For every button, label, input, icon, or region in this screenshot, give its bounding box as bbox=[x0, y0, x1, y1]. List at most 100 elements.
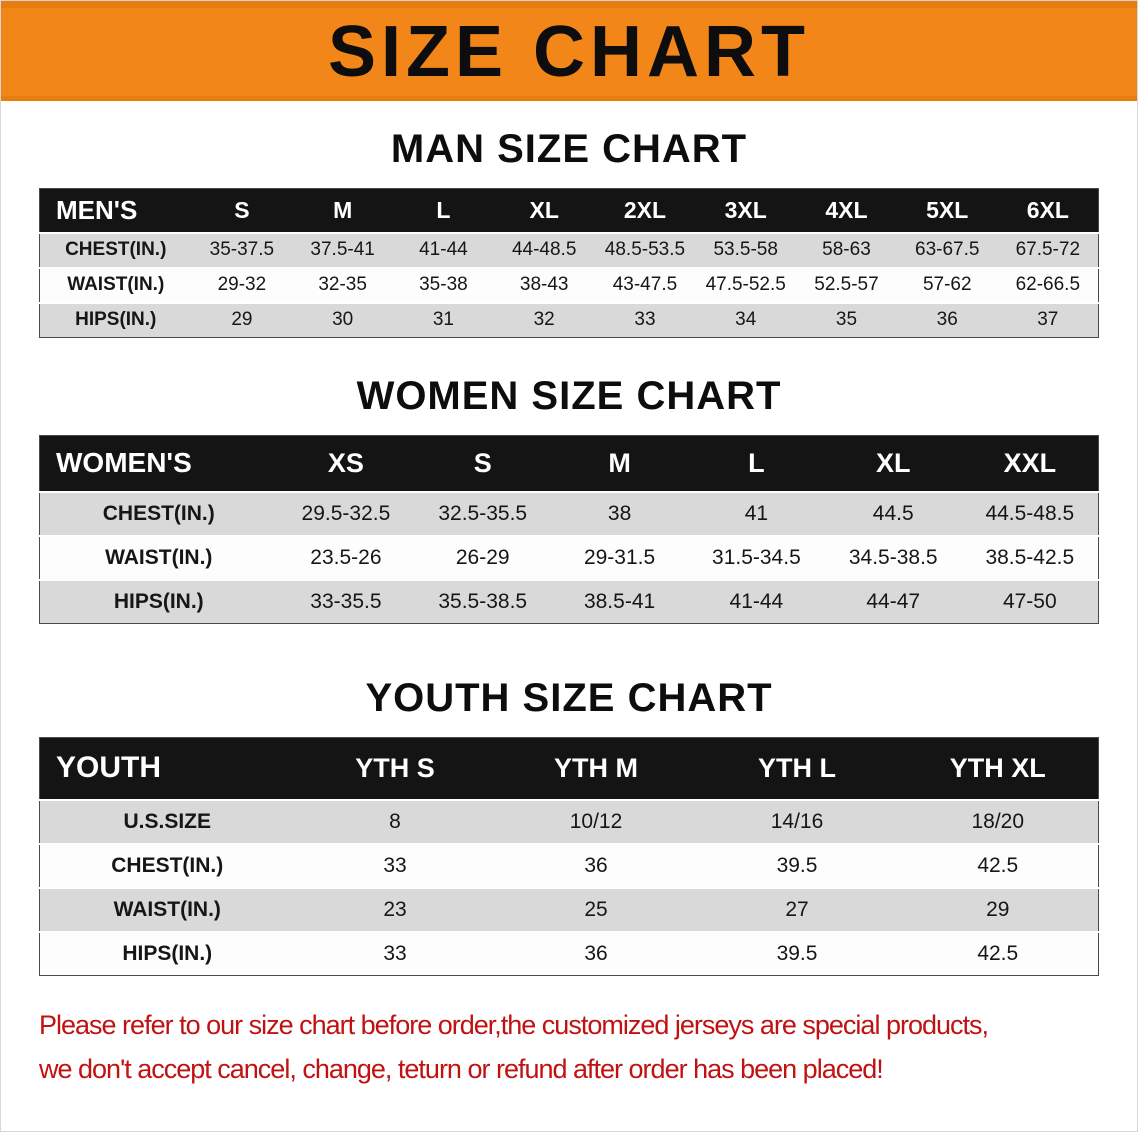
size-value-cell: 33 bbox=[383, 853, 407, 877]
size-value-cell: 32.5-35.5 bbox=[438, 501, 528, 525]
size-value-cell: 41-44 bbox=[729, 589, 784, 613]
measurement-row-label: HIPS(IN.) bbox=[113, 589, 204, 613]
size-column-header: YTH M bbox=[495, 737, 697, 800]
size-value-cell: 33 bbox=[383, 941, 407, 965]
size-value-cell: 29 bbox=[231, 309, 253, 331]
size-value-cell: 35-38 bbox=[419, 274, 468, 295]
size-value-cell: 44.5-48.5 bbox=[985, 501, 1075, 525]
size-value-cell: 29-31.5 bbox=[583, 545, 656, 569]
womens-size-section: WOMEN SIZE CHART WOMEN'S XS S M L XL XXL CHEST(… bbox=[1, 374, 1137, 624]
womens-size-table: WOMEN'S XS S M L XL XXL CHEST(IN.) 29.5-32.5 32.5… bbox=[39, 435, 1099, 624]
size-value-cell: 57-62 bbox=[922, 274, 972, 295]
disclaimer-line-2: we don't accept cancel, change, teturn o… bbox=[39, 1053, 884, 1084]
size-value-cell: 38.5-42.5 bbox=[985, 545, 1075, 569]
measurement-row-label: WAIST(IN.) bbox=[67, 274, 165, 295]
size-column-header: YTH XL bbox=[897, 737, 1099, 800]
disclaimer: Please refer to our size chart before or… bbox=[39, 1004, 1137, 1091]
measurement-row-label: WAIST(IN.) bbox=[105, 545, 213, 569]
measurement-row: U.S.SIZE 8 10/12 14/16 18/20 bbox=[39, 799, 1099, 844]
mens-size-section: MAN SIZE CHART MEN'S S M L XL 2XL 3XL 4XL 5XL 6XL… bbox=[1, 127, 1137, 338]
size-value-cell: 34 bbox=[735, 309, 757, 331]
table-header-row: YOUTH YTH S YTH M YTH L YTH XL bbox=[39, 737, 1099, 800]
size-value-cell: 38.5-41 bbox=[583, 589, 656, 613]
measurement-row: WAIST(IN.) 23.5-26 26-29 29-31.5 31.5-34.5 34… bbox=[39, 535, 1099, 580]
size-value-cell: 63-67.5 bbox=[915, 239, 980, 260]
size-value-cell: 62-66.5 bbox=[1015, 274, 1081, 295]
size-value-cell: 34.5-38.5 bbox=[848, 545, 938, 569]
womens-section-heading: WOMEN SIZE CHART bbox=[356, 374, 782, 418]
size-column-header: M bbox=[551, 435, 688, 492]
size-column-header: YTH L bbox=[696, 737, 898, 800]
size-value-cell: 31.5-34.5 bbox=[712, 545, 801, 569]
measurement-row-label: CHEST(IN.) bbox=[102, 501, 215, 525]
size-value-cell: 41 bbox=[744, 501, 769, 525]
size-value-cell: 35-37.5 bbox=[209, 239, 275, 260]
size-value-cell: 14/16 bbox=[770, 809, 824, 833]
size-value-cell: 42.5 bbox=[977, 853, 1019, 877]
size-value-cell: 36 bbox=[584, 941, 608, 965]
size-value-cell: 44-48.5 bbox=[511, 239, 577, 260]
table-header-row: MEN'S S M L XL 2XL 3XL 4XL 5XL 6XL bbox=[39, 188, 1099, 233]
size-value-cell: 29.5-32.5 bbox=[301, 501, 391, 525]
size-value-cell: 33-35.5 bbox=[310, 589, 382, 613]
size-column-header: XL bbox=[493, 188, 595, 233]
size-value-cell: 32-35 bbox=[318, 274, 367, 295]
size-value-cell: 58-63 bbox=[822, 239, 871, 260]
size-column-header: 3XL bbox=[695, 188, 797, 233]
size-column-header: M bbox=[292, 188, 394, 233]
size-column-header: YTH S bbox=[294, 737, 496, 800]
table-title-cell: MEN'S bbox=[39, 188, 192, 233]
measurement-row: CHEST(IN.) 29.5-32.5 32.5-35.5 38 41 44.5 44.5… bbox=[39, 491, 1099, 536]
size-column-header: XS bbox=[277, 435, 415, 492]
measurement-row-label: HIPS(IN.) bbox=[122, 941, 213, 965]
size-column-header: 5XL bbox=[896, 188, 998, 233]
size-value-cell: 39.5 bbox=[776, 853, 818, 877]
size-value-cell: 35 bbox=[835, 309, 858, 331]
size-value-cell: 48.5-53.5 bbox=[604, 239, 686, 260]
table-title-cell: YOUTH bbox=[39, 737, 295, 800]
size-value-cell: 53.5-58 bbox=[713, 239, 778, 260]
measurement-row-label: HIPS(IN.) bbox=[75, 309, 157, 331]
size-column-header: S bbox=[191, 188, 293, 233]
measurement-row: HIPS(IN.) 29 30 31 32 33 34 35 36 37 bbox=[39, 302, 1099, 338]
size-value-cell: 18/20 bbox=[971, 809, 1025, 833]
size-column-header: S bbox=[414, 435, 552, 492]
measurement-row: HIPS(IN.) 33 36 39.5 42.5 bbox=[39, 931, 1099, 976]
table-header-row: WOMEN'S XS S M L XL XXL bbox=[39, 435, 1099, 492]
size-column-header: L bbox=[393, 188, 494, 233]
measurement-row: CHEST(IN.) 35-37.5 37.5-41 41-44 44-48.5 48.5… bbox=[39, 232, 1099, 268]
mens-size-table: MEN'S S M L XL 2XL 3XL 4XL 5XL 6XL CHEST(IN.) 35-37… bbox=[39, 188, 1099, 338]
size-column-header: 2XL bbox=[594, 188, 696, 233]
measurement-row-label: CHEST(IN.) bbox=[65, 239, 167, 260]
measurement-row-label: CHEST(IN.) bbox=[111, 853, 224, 877]
size-value-cell: 10/12 bbox=[569, 809, 623, 833]
youth-section-heading: YOUTH SIZE CHART bbox=[365, 676, 773, 720]
size-value-cell: 44-47 bbox=[866, 589, 921, 613]
size-value-cell: 44.5 bbox=[872, 501, 914, 525]
size-value-cell: 47-50 bbox=[1002, 589, 1057, 613]
size-column-header: XXL bbox=[961, 435, 1099, 492]
size-value-cell: 42.5 bbox=[977, 941, 1019, 965]
size-value-cell: 23.5-26 bbox=[310, 545, 382, 569]
measurement-row-label: U.S.SIZE bbox=[123, 809, 212, 833]
size-value-cell: 27 bbox=[785, 897, 809, 921]
size-value-cell: 35.5-38.5 bbox=[438, 589, 528, 613]
mens-section-heading: MAN SIZE CHART bbox=[390, 127, 748, 171]
size-value-cell: 37.5-41 bbox=[310, 239, 375, 260]
size-value-cell: 25 bbox=[584, 897, 608, 921]
size-value-cell: 30 bbox=[332, 309, 354, 331]
disclaimer-line-1: Please refer to our size chart before or… bbox=[39, 1010, 989, 1040]
page-title: SIZE CHART bbox=[328, 12, 810, 92]
size-column-header: L bbox=[687, 435, 825, 492]
size-value-cell: 36 bbox=[936, 309, 958, 331]
size-value-cell: 38 bbox=[607, 501, 632, 525]
size-column-header: XL bbox=[824, 435, 962, 492]
table-title-cell: WOMEN'S bbox=[39, 435, 278, 492]
size-column-header: 4XL bbox=[796, 188, 897, 233]
youth-size-table: YOUTH YTH S YTH M YTH L YTH XL U.S.SIZE 8 10/12… bbox=[39, 737, 1099, 976]
size-value-cell: 43-47.5 bbox=[612, 274, 678, 295]
size-value-cell: 29 bbox=[986, 897, 1010, 921]
measurement-row: WAIST(IN.) 29-32 32-35 35-38 38-43 43-47.5 47.… bbox=[39, 267, 1099, 303]
size-value-cell: 41-44 bbox=[419, 239, 468, 260]
